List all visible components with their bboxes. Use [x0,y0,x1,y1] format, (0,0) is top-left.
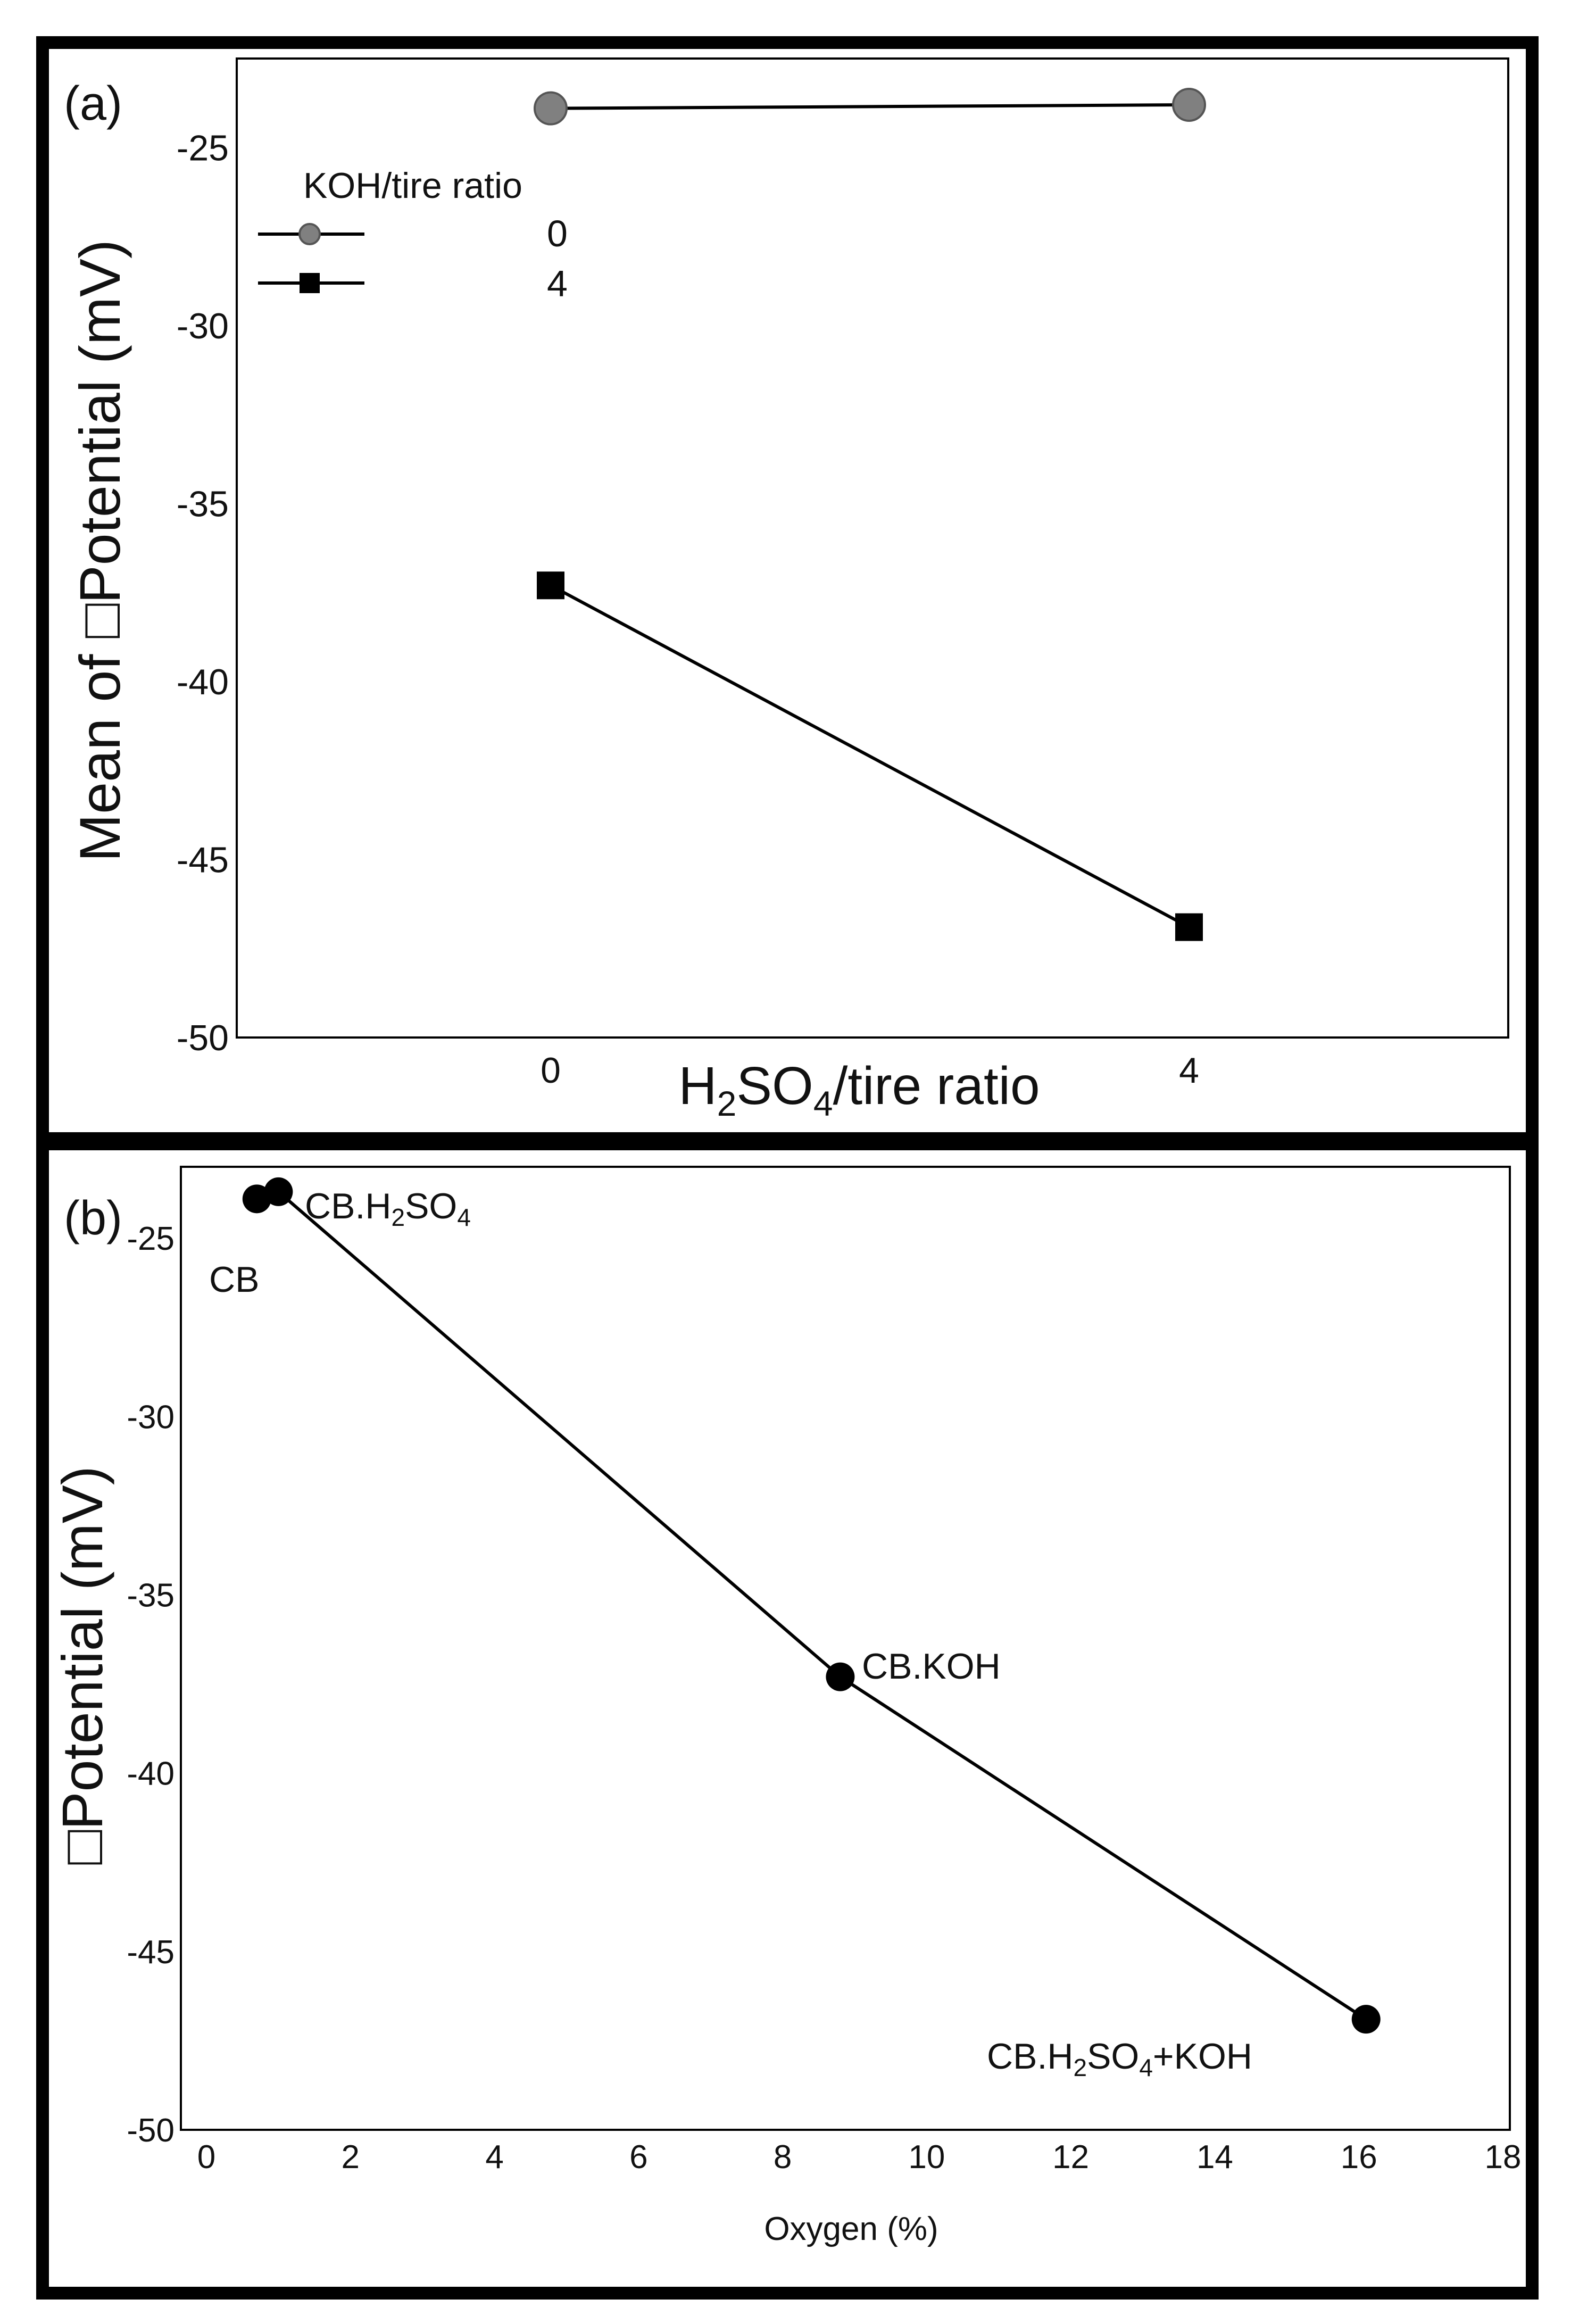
panel-a-y-tick-label: -35 [177,484,229,524]
point-label-cb-h2so4-koh: CB.H2SO4+KOH [987,2036,1252,2081]
panel-b-x-tick-label: 8 [774,2139,792,2176]
data-point-3 [1351,2005,1381,2034]
panel-b-y-axis-label: □Potential (mV) [50,1466,114,1864]
panel-b-series [242,1177,1381,2034]
panel-b-y-tick-label: -50 [127,2112,174,2149]
panel-a-y-ticks: -25 -30 -35 -40 -45 -50 [177,128,229,1058]
panel-b-x-axis-label: Oxygen (%) [764,2211,938,2247]
data-point-series-1-0 [537,571,564,600]
panel-b-x-tick-label: 4 [485,2139,503,2176]
panel-a-y-tick-label: -30 [177,306,229,346]
panel-b-x-tick-label: 2 [342,2139,360,2176]
legend-title: KOH/tire ratio [303,165,522,206]
panel-a-legend: KOH/tire ratio 0 4 [258,165,568,304]
panel-b-x-tick-label: 12 [1052,2139,1089,2176]
panel-b-x-tick-label: 10 [908,2139,945,2176]
panel-b-y-tick-label: -45 [127,1934,174,1971]
panel-a-x-tick-label: 4 [1179,1050,1199,1091]
panel-a-y-tick-label: -40 [177,662,229,702]
data-point-series-0-1 [1172,87,1206,122]
series-line [256,1190,1367,2021]
panel-b-y-ticks: -25 -30 -35 -40 -45 -50 [127,1221,174,2149]
data-point-1 [264,1177,293,1206]
panel-b-y-tick-label: -40 [127,1756,174,1792]
data-point-2 [826,1662,855,1691]
data-point-series-0-0 [534,91,568,126]
panel-a-y-axis-label: Mean of □Potential (mV) [68,239,132,862]
series-line-0 [550,103,1190,110]
panel-a-y-tick-label: -50 [177,1018,229,1058]
legend-marker-series-1 [300,273,320,293]
panel-a-y-tick-label: -45 [177,840,229,880]
legend-marker-series-0 [298,223,321,245]
panel-b-y-tick-label: -30 [127,1399,174,1435]
point-label-cb: CB [209,1259,259,1300]
data-point-series-1-1 [1175,913,1203,941]
panel-b-x-tick-label: 16 [1341,2139,1377,2176]
panel-b-x-tick-label: 0 [197,2139,215,2176]
panel-b-x-ticks: 0 2 4 6 8 10 12 14 16 18 [197,2139,1522,2176]
legend-label-series-0: 0 [547,213,568,254]
panel-b-x-tick-label: 18 [1485,2139,1522,2176]
panel-b: (b) -25 -30 -35 -40 -45 -50 0 2 4 6 8 10 12 14 16 18 O… [50,1166,1522,2247]
panel-a-label: (a) [64,77,122,130]
panel-a-plot-area [236,57,1509,1039]
panel-b-x-tick-label: 14 [1196,2139,1233,2176]
panel-a-frame [36,36,1539,1145]
panel-b-plot-area [180,1166,1511,2131]
panel-b-label: (b) [64,1192,122,1245]
series-line-1 [550,584,1190,929]
panel-a-series [534,87,1206,941]
panel-b-x-tick-label: 6 [629,2139,647,2176]
panel-a-x-tick-label: 0 [541,1050,561,1091]
legend-label-series-1: 4 [547,263,568,304]
point-label-cb-koh: CB.KOH [862,1646,1001,1687]
point-label-cb-h2so4: CB.H2SO4 [305,1186,471,1231]
panel-a-y-tick-label: -25 [177,128,229,168]
data-point-0 [242,1184,271,1214]
panel-b-y-tick-label: -25 [127,1221,174,1257]
panel-b-y-tick-label: -35 [127,1577,174,1614]
panel-a-x-axis-label: H2SO4/tire ratio [678,1056,1040,1123]
panel-b-frame [36,1138,1539,2300]
